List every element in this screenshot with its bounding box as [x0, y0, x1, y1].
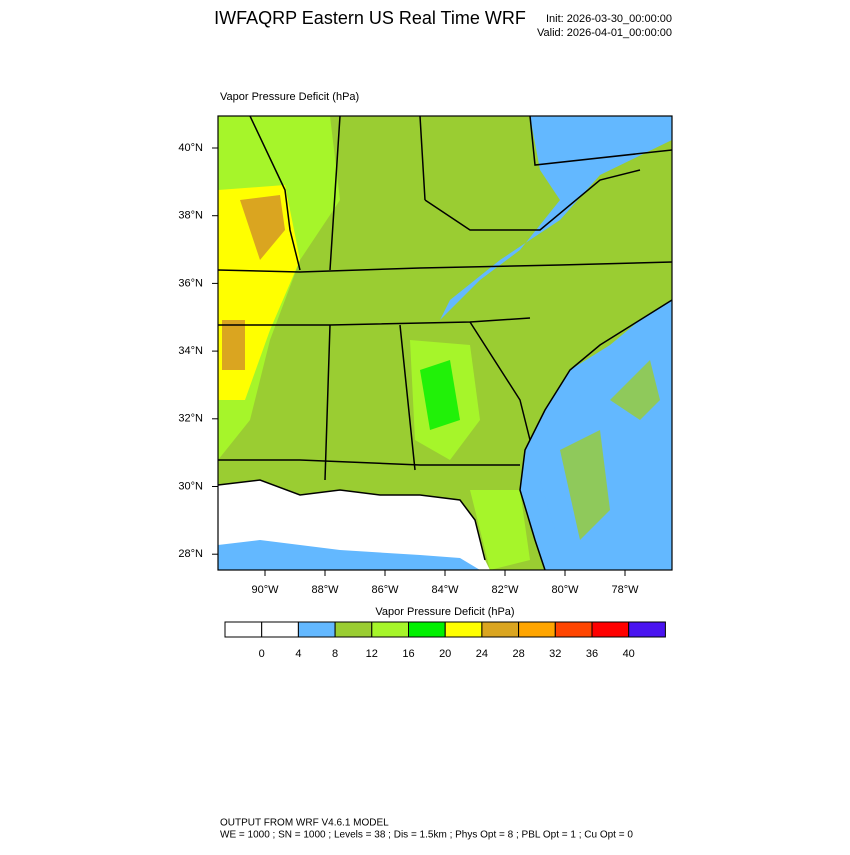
lon-label: 80°W — [551, 584, 579, 596]
colorbar-box — [334, 621, 373, 638]
colorbar-box — [628, 621, 666, 638]
colorbar-label: 24 — [476, 648, 488, 660]
colorbar-box — [554, 621, 593, 638]
title: IWFAQRP Eastern US Real Time WRF — [214, 8, 526, 28]
colorbar-label: 28 — [512, 648, 524, 660]
init-time: Init: 2026-03-30_00:00:00 — [546, 13, 672, 25]
colorbar-box — [297, 621, 336, 638]
colorbar-label: 0 — [259, 648, 265, 660]
footer-line: OUTPUT FROM WRF V4.6.1 MODEL — [220, 818, 389, 829]
colorbar-box — [481, 621, 520, 638]
colorbar-box — [518, 621, 556, 638]
lon-axis: 90°W 88°W 86°W 84°W 82°W 80°W 78°W — [251, 570, 639, 596]
lat-label: 38°N — [178, 210, 203, 222]
colorbar-label: 36 — [586, 648, 598, 660]
lon-label: 78°W — [611, 584, 639, 596]
lon-label: 86°W — [371, 584, 399, 596]
colorbar-box — [371, 621, 409, 638]
lat-label: 40°N — [178, 142, 203, 154]
lat-label: 30°N — [178, 480, 203, 492]
colorbar-box — [224, 621, 263, 638]
lon-label: 90°W — [251, 584, 279, 596]
colorbar-title: Vapor Pressure Deficit (hPa) — [375, 606, 514, 618]
colorbar-label: 20 — [439, 648, 451, 660]
lat-label: 32°N — [178, 413, 203, 425]
lat-label: 28°N — [178, 548, 203, 560]
colorbar-label: 8 — [332, 648, 338, 660]
map-title: Vapor Pressure Deficit (hPa) — [220, 91, 359, 103]
lon-label: 84°W — [431, 584, 459, 596]
colorbar-label: 16 — [402, 648, 414, 660]
lat-axis: 40°N 38°N 36°N 34°N 32°N 30°N 28°N — [178, 142, 218, 560]
colorbar: 0 4 8 12 16 20 24 28 32 36 40 — [224, 621, 666, 660]
footer-line: WE = 1000 ; SN = 1000 ; Levels = 38 ; Di… — [220, 830, 633, 841]
colorbar-label: 40 — [623, 648, 635, 660]
colorbar-label: 12 — [366, 648, 378, 660]
colorbar-box — [591, 621, 630, 638]
lon-label: 88°W — [311, 584, 339, 596]
colorbar-label: 4 — [295, 648, 301, 660]
valid-time: Valid: 2026-04-01_00:00:00 — [537, 27, 672, 39]
colorbar-box — [261, 621, 299, 638]
lat-label: 34°N — [178, 345, 203, 357]
colorbar-label: 32 — [549, 648, 561, 660]
colorbar-box — [444, 621, 483, 638]
colorbar-box — [408, 621, 446, 638]
map — [217, 115, 673, 571]
lon-label: 82°W — [491, 584, 519, 596]
lat-label: 36°N — [178, 277, 203, 289]
